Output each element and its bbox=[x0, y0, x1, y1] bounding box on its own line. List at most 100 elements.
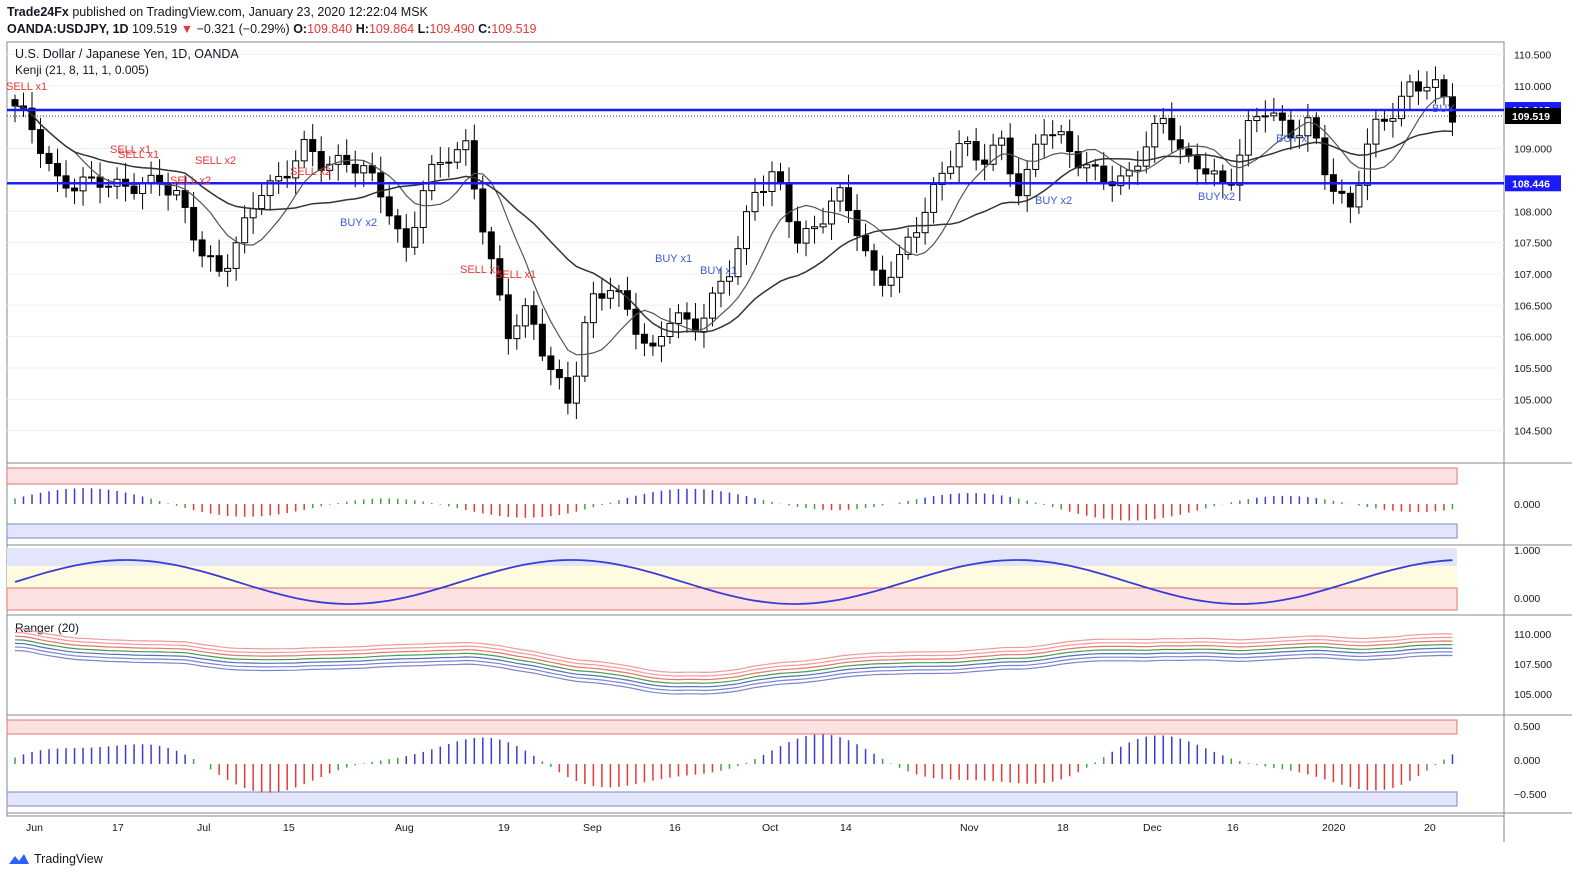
close-value: 109.519 bbox=[491, 22, 537, 36]
candle-body bbox=[394, 215, 402, 230]
candle-body bbox=[453, 149, 461, 163]
candle-body bbox=[657, 336, 665, 347]
candle-body bbox=[1168, 117, 1176, 141]
candle-body bbox=[760, 191, 767, 194]
candle-body bbox=[751, 191, 759, 213]
price-tick-label: 104.500 bbox=[1514, 426, 1552, 438]
candle-body bbox=[717, 280, 725, 294]
candle-body bbox=[819, 223, 827, 228]
ranger-band-line bbox=[14, 642, 1453, 688]
low-value: 109.490 bbox=[429, 22, 475, 36]
candle-body bbox=[513, 325, 521, 340]
candle-body bbox=[1236, 154, 1244, 186]
tdi-lower-zone bbox=[6, 587, 1458, 611]
osc-upper-zone bbox=[6, 719, 1458, 735]
candle-body bbox=[572, 375, 580, 404]
candle-body bbox=[105, 185, 113, 188]
pane-tick-label: 0.000 bbox=[1514, 755, 1540, 767]
candle-body bbox=[275, 175, 283, 182]
candle-body bbox=[334, 154, 342, 165]
candle-body bbox=[28, 107, 36, 131]
candle-body bbox=[904, 236, 912, 256]
candle-body bbox=[1100, 165, 1108, 183]
signal-label: SELL x1 bbox=[110, 144, 151, 156]
candle-body bbox=[785, 182, 793, 223]
symbol-label[interactable]: OANDA:USDJPY, 1D bbox=[7, 22, 129, 36]
candle-body bbox=[989, 144, 997, 165]
candle-body bbox=[173, 190, 181, 196]
candle-body bbox=[1134, 165, 1142, 171]
candle-body bbox=[930, 184, 938, 213]
high-label: H: bbox=[355, 22, 369, 36]
candle-body bbox=[742, 211, 750, 250]
candle-body bbox=[1431, 79, 1439, 88]
candle-body bbox=[232, 242, 240, 269]
candle-body bbox=[1287, 119, 1295, 139]
candle-body bbox=[1117, 175, 1125, 187]
price-tick-label: 105.000 bbox=[1514, 394, 1552, 406]
publisher-name[interactable]: Trade24Fx bbox=[7, 5, 69, 19]
candle-body bbox=[266, 180, 274, 197]
x-axis-label: Jun bbox=[26, 822, 43, 834]
last-price-label: 109.519 bbox=[1512, 111, 1550, 123]
candle-body bbox=[45, 152, 53, 164]
chart-canvas[interactable]: 110.500110.000109.500109.000108.500108.0… bbox=[0, 40, 1572, 848]
candle-body bbox=[674, 312, 682, 324]
candle-body bbox=[921, 211, 929, 234]
candle-body bbox=[1346, 192, 1354, 208]
candle-body bbox=[1380, 118, 1388, 122]
candle-body bbox=[224, 267, 232, 272]
x-axis-label: 17 bbox=[112, 822, 124, 834]
tdi-mid-zone bbox=[7, 566, 1457, 588]
price-tick-label: 106.000 bbox=[1514, 332, 1552, 344]
footer-brand[interactable]: TradingView bbox=[8, 852, 103, 866]
candle-body bbox=[411, 226, 419, 248]
publish-line: Trade24Fx published on TradingView.com, … bbox=[7, 5, 428, 19]
price-tick-label: 110.500 bbox=[1514, 50, 1551, 62]
candle-body bbox=[436, 162, 444, 165]
candle-body bbox=[1278, 112, 1286, 121]
tdi-upper-zone bbox=[7, 548, 1457, 566]
candle-body bbox=[88, 176, 96, 179]
signal-label: SELL x2 bbox=[195, 155, 236, 167]
candle-body bbox=[198, 239, 206, 257]
candle-body bbox=[955, 143, 963, 168]
candle-body bbox=[300, 139, 308, 162]
candle-body bbox=[147, 174, 155, 184]
pane-tick-label: 0.000 bbox=[1514, 499, 1540, 511]
candle-body bbox=[1083, 164, 1091, 169]
down-arrow-icon: ▼ bbox=[180, 22, 194, 36]
candle-body bbox=[794, 221, 802, 244]
candle-body bbox=[368, 165, 376, 174]
candle-body bbox=[896, 254, 904, 278]
candle-body bbox=[62, 175, 70, 189]
pane-tick-label: 0.000 bbox=[1514, 593, 1540, 605]
candle-body bbox=[1244, 120, 1252, 156]
candle-body bbox=[283, 175, 291, 179]
candle-body bbox=[445, 161, 453, 164]
price-tick-label: 108.000 bbox=[1514, 206, 1552, 218]
candle-body bbox=[1159, 117, 1167, 125]
signal-label: SELL x1 bbox=[460, 264, 501, 276]
pane-tick-label: 1.000 bbox=[1514, 545, 1540, 557]
candle-body bbox=[1066, 131, 1074, 153]
price-tick-label: 110.000 bbox=[1514, 81, 1551, 93]
high-value: 109.864 bbox=[368, 22, 415, 36]
candle-body bbox=[879, 269, 887, 286]
candle-body bbox=[309, 139, 317, 152]
signal-label: SELL x2 bbox=[170, 175, 211, 187]
candle-body bbox=[37, 129, 45, 154]
price-level-badge bbox=[1505, 175, 1561, 192]
candle-body bbox=[555, 369, 563, 379]
ohlc-line: OANDA:USDJPY, 1D 109.519 ▼ −0.321 (−0.29… bbox=[7, 22, 537, 36]
study-label: Kenji (21, 8, 11, 1, 0.005) bbox=[15, 63, 149, 77]
candle-body bbox=[598, 293, 606, 299]
signal-label: BUY bbox=[1432, 103, 1455, 115]
pane-tick-label: 107.500 bbox=[1514, 659, 1552, 671]
x-axis-label: 16 bbox=[669, 822, 681, 834]
x-axis-label: Aug bbox=[395, 822, 414, 834]
candle-body bbox=[811, 226, 819, 230]
chart-title: U.S. Dollar / Japanese Yen, 1D, OANDA bbox=[15, 47, 239, 61]
candle-body bbox=[479, 188, 487, 233]
candle-body bbox=[1372, 118, 1380, 145]
